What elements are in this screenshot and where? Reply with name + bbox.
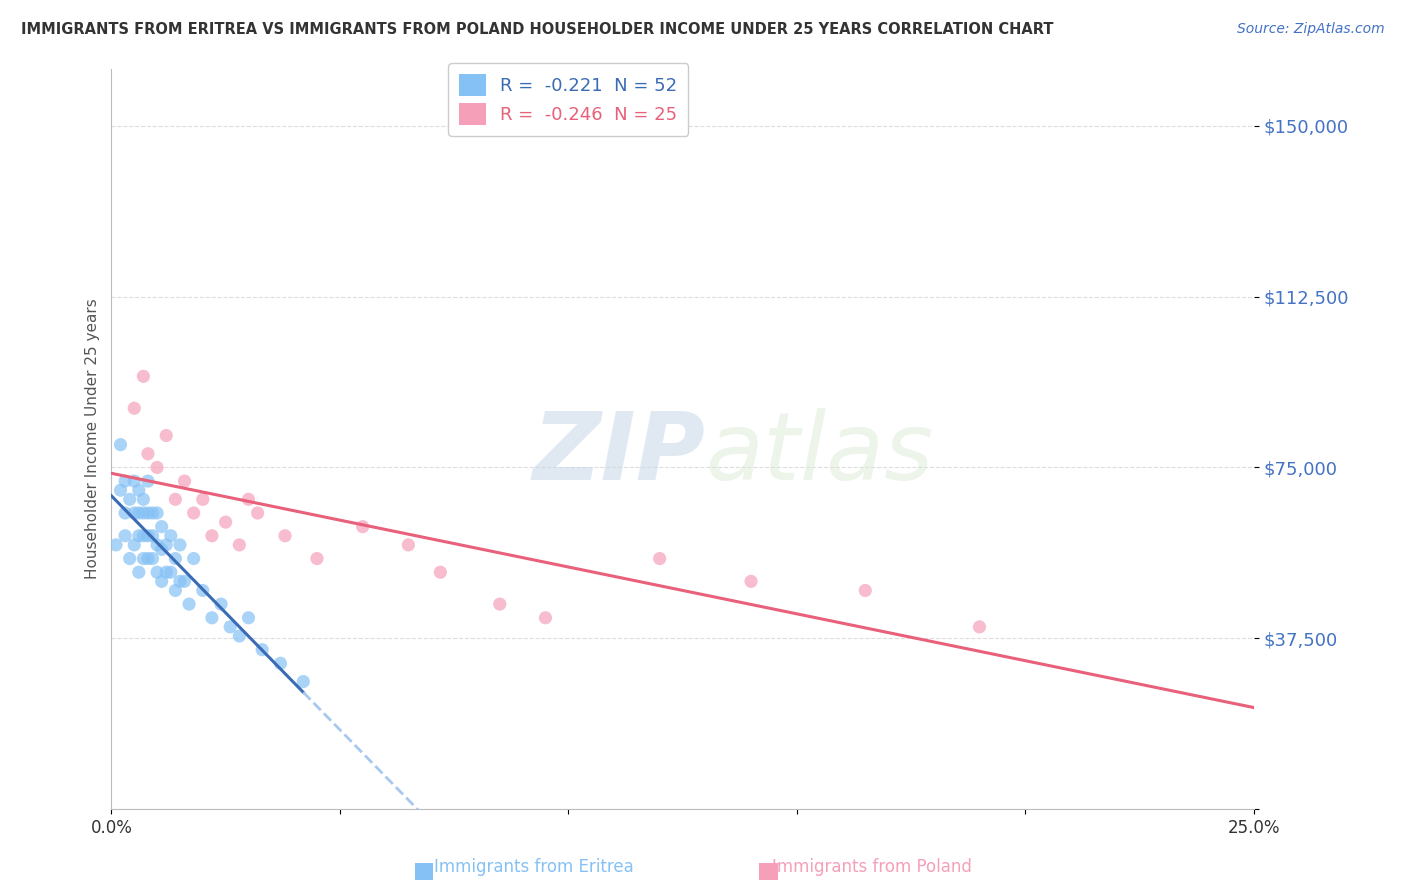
Text: IMMIGRANTS FROM ERITREA VS IMMIGRANTS FROM POLAND HOUSEHOLDER INCOME UNDER 25 YE: IMMIGRANTS FROM ERITREA VS IMMIGRANTS FR… (21, 22, 1053, 37)
Point (488, 597, 510, 611)
Point (155, 538, 177, 552)
Point (128, 566, 150, 580)
Point (201, 611, 224, 625)
Point (209, 597, 232, 611)
Point (146, 538, 169, 552)
Point (173, 574, 195, 589)
Point (155, 566, 177, 580)
Legend: R =  -0.221  N = 52, R =  -0.246  N = 25: R = -0.221 N = 52, R = -0.246 N = 25 (449, 63, 689, 136)
Point (238, 611, 260, 625)
Point (159, 566, 181, 580)
Point (183, 551, 205, 566)
Text: Source: ZipAtlas.com: Source: ZipAtlas.com (1237, 22, 1385, 37)
Point (201, 529, 224, 543)
Point (150, 542, 173, 557)
Point (114, 474, 136, 488)
Point (292, 674, 315, 689)
Point (274, 529, 297, 543)
Point (183, 506, 205, 520)
Point (740, 574, 762, 589)
Point (146, 506, 169, 520)
Point (132, 369, 155, 384)
Point (146, 566, 169, 580)
Point (969, 620, 991, 634)
Point (132, 551, 155, 566)
Point (110, 483, 132, 498)
Point (250, 642, 273, 657)
Point (165, 583, 187, 598)
Point (352, 519, 374, 533)
Point (136, 551, 159, 566)
Point (141, 506, 163, 520)
Point (128, 483, 150, 498)
Point (132, 529, 155, 543)
Point (534, 611, 557, 625)
Point (169, 574, 191, 589)
Point (122, 401, 145, 416)
Point (132, 506, 155, 520)
Point (853, 583, 876, 598)
Point (136, 474, 159, 488)
Point (165, 551, 187, 566)
Point (191, 492, 214, 507)
Point (305, 551, 328, 566)
Point (214, 515, 236, 529)
Point (141, 529, 163, 543)
Text: ZIP: ZIP (533, 408, 706, 500)
Point (150, 519, 173, 533)
Point (136, 506, 159, 520)
Point (269, 657, 291, 671)
Y-axis label: Householder Income Under 25 years: Householder Income Under 25 years (86, 299, 100, 579)
Point (132, 492, 155, 507)
Point (104, 538, 127, 552)
Point (155, 428, 177, 442)
Point (136, 529, 159, 543)
Text: atlas: atlas (706, 409, 934, 500)
Point (146, 460, 169, 475)
Point (228, 629, 250, 643)
Point (114, 529, 136, 543)
Point (429, 566, 451, 580)
Point (228, 538, 250, 552)
Point (165, 492, 187, 507)
Point (396, 538, 419, 552)
Point (219, 620, 242, 634)
Point (118, 551, 141, 566)
Point (136, 447, 159, 461)
Text: Immigrants from Poland: Immigrants from Poland (772, 858, 972, 876)
Point (238, 492, 260, 507)
Point (141, 551, 163, 566)
Point (114, 506, 136, 520)
Point (159, 529, 181, 543)
Point (128, 529, 150, 543)
Point (122, 506, 145, 520)
Point (191, 583, 214, 598)
Point (128, 506, 150, 520)
Point (648, 551, 671, 566)
Point (122, 538, 145, 552)
Point (177, 597, 200, 611)
Point (110, 437, 132, 451)
Point (169, 538, 191, 552)
Point (173, 474, 195, 488)
Point (246, 506, 269, 520)
Point (118, 492, 141, 507)
Point (150, 574, 173, 589)
Point (122, 474, 145, 488)
Text: Immigrants from Eritrea: Immigrants from Eritrea (434, 858, 634, 876)
